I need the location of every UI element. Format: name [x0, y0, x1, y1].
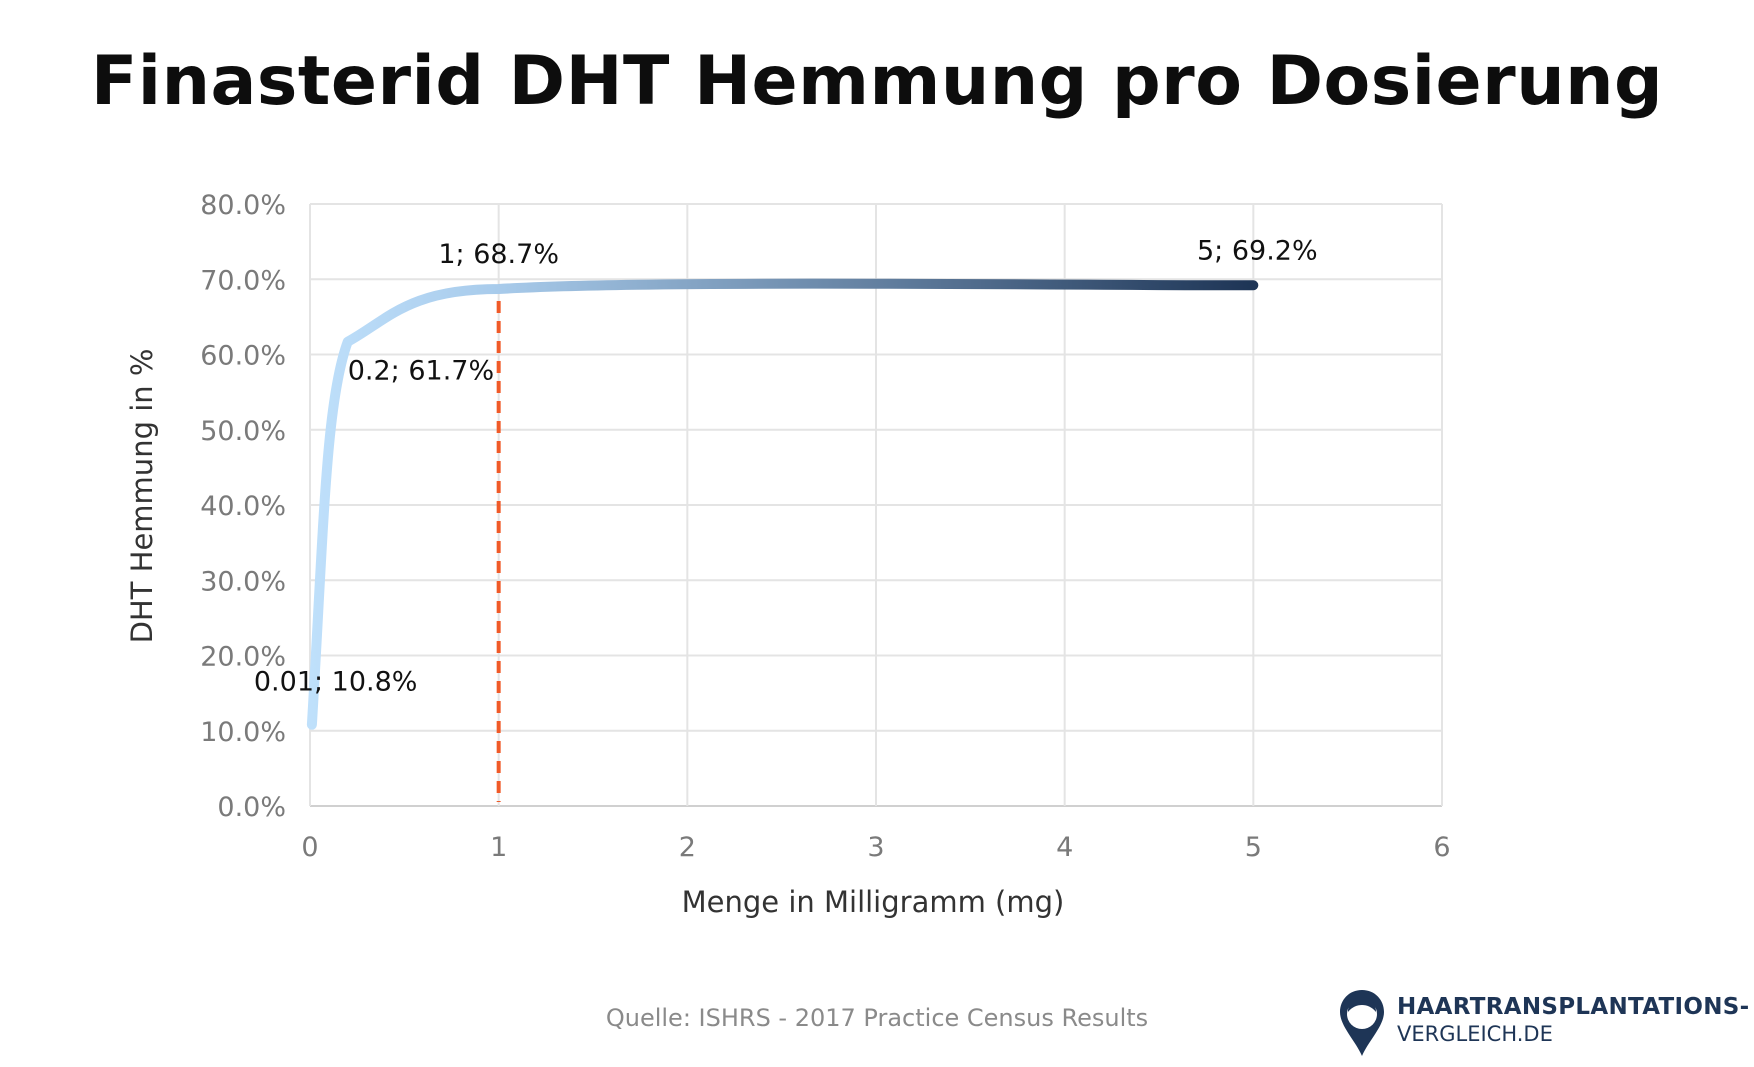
- x-axis-title: Menge in Milligramm (mg): [682, 885, 1065, 919]
- data-label: 0.01; 10.8%: [254, 667, 418, 698]
- y-tick-label: 40.0%: [200, 491, 286, 522]
- x-tick-label: 1: [490, 832, 507, 863]
- x-tick-label: 4: [1056, 832, 1073, 863]
- y-tick-label: 50.0%: [200, 416, 286, 447]
- map-pin-head-icon: [1340, 990, 1384, 1056]
- x-tick-label: 5: [1245, 832, 1262, 863]
- y-tick-label: 60.0%: [200, 341, 286, 372]
- x-tick-label: 0: [301, 832, 318, 863]
- y-tick-label: 80.0%: [200, 190, 286, 221]
- chart-title: Finasterid DHT Hemmung pro Dosierung: [90, 42, 1664, 121]
- y-tick-label: 20.0%: [200, 642, 286, 673]
- source-note: Quelle: ISHRS - 2017 Practice Census Res…: [605, 1004, 1149, 1032]
- logo-text-line2: VERGLEICH.DE: [1397, 1022, 1553, 1046]
- y-tick-label: 10.0%: [200, 717, 286, 748]
- data-label: 1; 68.7%: [438, 239, 559, 270]
- y-tick-label: 30.0%: [200, 566, 286, 597]
- data-label: 5; 69.2%: [1197, 235, 1318, 266]
- series-line: [306, 278, 1259, 730]
- x-tick-label: 6: [1433, 832, 1450, 863]
- brand-logo[interactable]: HAARTRANSPLANTATIONS- VERGLEICH.DE: [1337, 988, 1749, 1058]
- y-tick-label: 0.0%: [217, 792, 286, 823]
- data-label: 0.2; 61.7%: [348, 356, 494, 387]
- logo-text-line1: HAARTRANSPLANTATIONS-: [1397, 994, 1750, 1020]
- y-tick-label: 70.0%: [200, 265, 286, 296]
- y-axis-title: DHT Hemmung in %: [125, 349, 159, 644]
- x-tick-label: 3: [867, 832, 884, 863]
- x-tick-label: 2: [679, 832, 696, 863]
